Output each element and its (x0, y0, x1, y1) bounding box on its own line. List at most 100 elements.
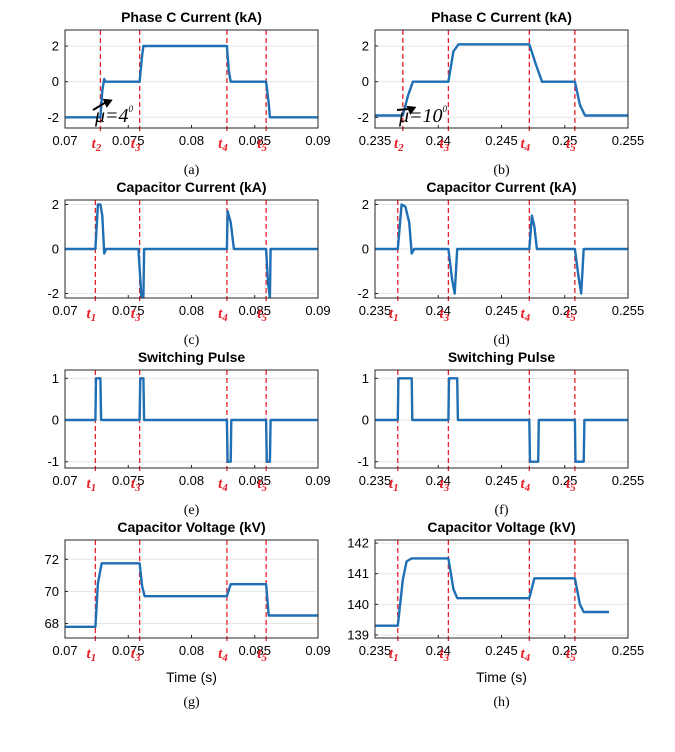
x-tick-label: 0.07 (52, 303, 77, 318)
marker-letter: t (520, 476, 525, 492)
y-tick-label: -2 (357, 110, 369, 125)
y-tick-label: 141 (347, 566, 369, 581)
event-marker-label: t4 (520, 476, 530, 494)
event-marker-label: t5 (566, 136, 576, 154)
marker-subscript: 1 (393, 652, 399, 664)
y-tick-label: 0 (52, 413, 59, 428)
x-tick-label: 0.235 (359, 643, 392, 658)
mu-superscript: 0 (129, 104, 134, 114)
marker-letter: t (389, 476, 394, 492)
marker-subscript: 3 (134, 482, 141, 494)
marker-subscript: 4 (524, 142, 531, 154)
x-tick-label: 0.255 (612, 303, 645, 318)
axes-frame (64, 539, 319, 639)
marker-letter: t (87, 306, 92, 322)
marker-letter: t (87, 646, 92, 662)
x-tick-label: 0.24 (426, 303, 451, 318)
marker-letter: t (440, 476, 445, 492)
event-marker-label: t1 (389, 306, 399, 324)
x-tick-label: 0.255 (612, 473, 645, 488)
panel-caption: (c) (184, 333, 200, 348)
series-line (65, 44, 318, 119)
x-axis-label: Time (s) (476, 669, 527, 685)
marker-subscript: 3 (443, 142, 450, 154)
event-marker-label: t3 (131, 306, 141, 324)
panel-caption: (a) (184, 163, 200, 178)
event-marker-label: t2 (92, 136, 102, 154)
panel-caption: (b) (493, 163, 510, 178)
panel-title: Switching Pulse (448, 349, 556, 365)
x-tick-label: 0.245 (485, 303, 518, 318)
marker-subscript: 3 (134, 652, 141, 664)
y-tick-label: -2 (357, 286, 369, 301)
x-tick-label: 0.255 (612, 133, 645, 148)
x-tick-label: 0.09 (305, 643, 330, 658)
x-tick-label: 0.25 (552, 473, 577, 488)
marker-letter: t (440, 306, 445, 322)
marker-subscript: 5 (570, 652, 576, 664)
x-tick-label: 0.075 (112, 473, 145, 488)
axes-frame (374, 199, 629, 299)
y-tick-label: 72 (45, 552, 59, 567)
event-marker-label: t4 (218, 476, 228, 494)
series-line (65, 203, 318, 298)
x-tick-label: 0.09 (305, 303, 330, 318)
y-tick-label: 139 (347, 627, 369, 642)
marker-letter: t (218, 136, 223, 152)
panel-title: Capacitor Voltage (kV) (427, 519, 575, 535)
panel-title: Phase C Current (kA) (121, 9, 262, 25)
x-tick-label: 0.245 (485, 643, 518, 658)
marker-letter: t (131, 136, 136, 152)
marker-letter: t (218, 476, 223, 492)
marker-letter: t (131, 476, 136, 492)
marker-letter: t (520, 136, 525, 152)
x-tick-label: 0.07 (52, 133, 77, 148)
marker-letter: t (218, 306, 223, 322)
series-line (65, 377, 318, 463)
y-tick-label: -1 (47, 454, 59, 469)
x-tick-label: 0.25 (552, 133, 577, 148)
panel-caption: (e) (184, 503, 200, 518)
x-axis-label: Time (s) (166, 669, 217, 685)
axes-frame (64, 369, 319, 469)
marker-subscript: 3 (443, 482, 450, 494)
y-tick-label: 2 (52, 39, 59, 54)
x-tick-label: 0.085 (238, 643, 271, 658)
axes-frame (64, 29, 319, 129)
event-marker-label: t3 (440, 306, 450, 324)
x-tick-label: 0.245 (485, 133, 518, 148)
marker-letter: t (394, 136, 399, 152)
panel-caption: (f) (495, 503, 509, 518)
event-marker-label: t3 (131, 646, 141, 664)
marker-subscript: 3 (443, 312, 450, 324)
marker-letter: t (440, 646, 445, 662)
marker-subscript: 4 (221, 652, 228, 664)
marker-letter: t (131, 646, 136, 662)
series-line (375, 203, 628, 295)
y-tick-label: 0 (52, 242, 59, 257)
axes-frame (374, 29, 629, 129)
event-marker-label: t4 (520, 136, 530, 154)
event-marker-label: t4 (218, 136, 228, 154)
panel-d: Capacitor Current (kA) -2 0 2 0.235 0.24 0.245… (357, 179, 644, 348)
marker-subscript: 1 (91, 652, 97, 664)
y-tick-label: 0 (362, 74, 369, 89)
event-marker-label: t5 (257, 136, 267, 154)
x-tick-label: 0.24 (426, 473, 451, 488)
event-marker-label: t3 (440, 476, 450, 494)
marker-subscript: 4 (221, 482, 228, 494)
marker-subscript: 1 (91, 482, 97, 494)
series-line (65, 562, 318, 628)
panel-title: Capacitor Current (kA) (426, 179, 576, 195)
panel-title: Switching Pulse (138, 349, 246, 365)
panel-g: Capacitor Voltage (kV) 68 70 72 0.07 0.075 0.0… (45, 519, 331, 710)
marker-subscript: 5 (570, 482, 576, 494)
x-tick-label: 0.25 (552, 303, 577, 318)
arrow-head (406, 105, 417, 115)
y-tick-label: 70 (45, 584, 59, 599)
event-marker-label: t1 (87, 306, 97, 324)
x-tick-label: 0.075 (112, 643, 145, 658)
y-tick-label: 1 (362, 371, 369, 386)
event-marker-label: t1 (87, 646, 97, 664)
